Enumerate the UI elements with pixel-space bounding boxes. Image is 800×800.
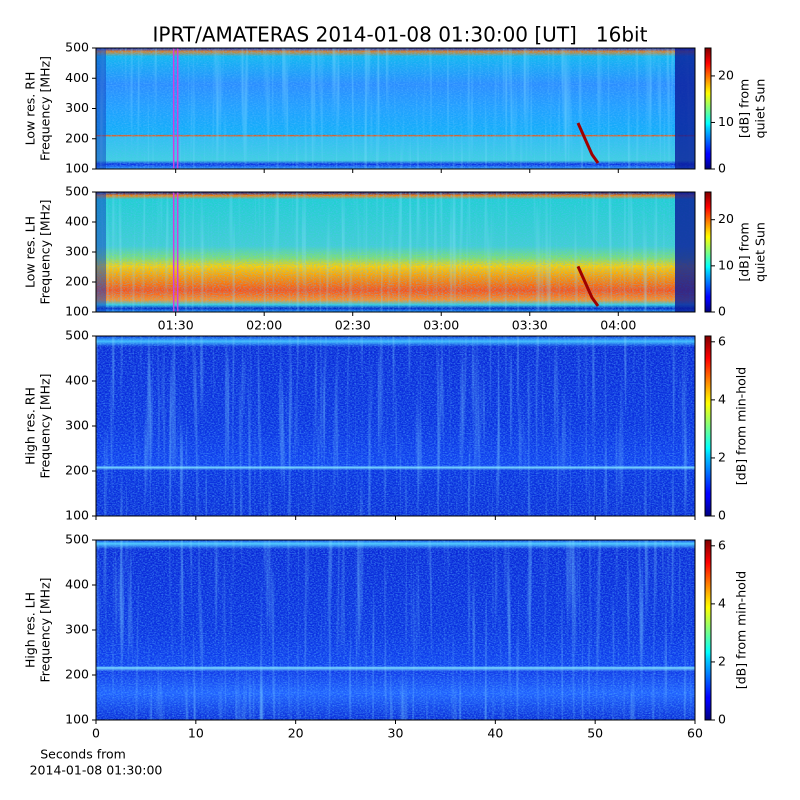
burst-drift <box>576 265 600 307</box>
colorbar <box>704 539 712 721</box>
panel: 100 200 300 400 500 High res. RH Frequency [MH… <box>23 328 749 523</box>
spectrogram-noise <box>96 48 695 169</box>
x-tick-label: 02:00 <box>246 318 282 333</box>
y-tick-label: 300 <box>65 418 89 433</box>
burst-drift <box>576 122 600 164</box>
x-tick-label: 01:30 <box>158 318 194 333</box>
y-tick-label: 100 <box>65 304 89 319</box>
edge-band <box>96 48 106 169</box>
colorbar-label: [dB] from min-hold <box>734 367 749 485</box>
colorbar-tick-label: 2 <box>718 653 726 668</box>
y-tick-label: 300 <box>65 622 89 637</box>
y-tick-label: 100 <box>65 508 89 523</box>
colorbar-tick-label: 4 <box>718 391 726 406</box>
y-tick-label: 500 <box>65 532 89 547</box>
colorbar-tick-label: 10 <box>718 114 734 129</box>
colorbar-tick-label: 2 <box>718 449 726 464</box>
x-tick-label: 0 <box>92 726 100 741</box>
y-tick-label: 200 <box>65 667 89 682</box>
y-tick-label: 200 <box>65 130 89 145</box>
edge-band <box>96 192 106 312</box>
colorbar-label: quiet Sun <box>753 79 768 139</box>
colorbar-tick-label: 0 <box>718 304 726 319</box>
y-tick-label: 500 <box>65 184 89 199</box>
y-tick-label: 100 <box>65 712 89 727</box>
spectrogram-noise <box>96 336 695 516</box>
y-tick-label: 100 <box>65 161 89 176</box>
y-tick-label: 400 <box>65 214 89 229</box>
x-tick-label: 40 <box>487 726 503 741</box>
y-tick-label: 200 <box>65 274 89 289</box>
colorbar-tick-label: 0 <box>718 508 726 523</box>
y-axis-label: High res. RH <box>23 387 38 465</box>
colorbar-tick-label: 6 <box>718 333 726 348</box>
colorbar-tick-label: 6 <box>718 537 726 552</box>
colorbar-label: quiet Sun <box>753 222 768 282</box>
edge-band <box>675 192 695 312</box>
colorbar-tick-label: 20 <box>718 67 734 82</box>
x-tick-label: 60 <box>687 726 703 741</box>
colorbar-label: [dB] from <box>737 222 752 281</box>
y-tick-label: 200 <box>65 463 89 478</box>
colorbar <box>704 191 712 313</box>
y-axis-label: Low res. LH <box>23 216 38 288</box>
y-axis-label: Low res. RH <box>23 72 38 146</box>
colorbar-tick-label: 10 <box>718 257 734 272</box>
colorbar <box>704 335 712 517</box>
x-tick-label: 02:30 <box>335 318 371 333</box>
spectrogram-noise <box>96 192 695 312</box>
y-axis-label: Frequency [MHz] <box>38 199 53 304</box>
y-tick-label: 300 <box>65 100 89 115</box>
colorbar-label: [dB] from min-hold <box>734 571 749 689</box>
colorbar-tick-label: 0 <box>718 712 726 727</box>
y-axis-label: Frequency [MHz] <box>38 56 53 161</box>
x-tick-label: 10 <box>188 726 204 741</box>
chart-title: IPRT/AMATERAS 2014-01-08 01:30:00 [UT] 1… <box>153 23 648 47</box>
y-tick-label: 400 <box>65 70 89 85</box>
y-tick-label: 400 <box>65 577 89 592</box>
y-axis-label: High res. LH <box>23 592 38 668</box>
x-tick-label: 20 <box>288 726 304 741</box>
x-axis-label: 2014-01-08 01:30:00 <box>30 763 163 778</box>
x-tick-label: 30 <box>388 726 404 741</box>
y-tick-label: 500 <box>65 40 89 55</box>
colorbar <box>704 47 712 170</box>
colorbar-tick-label: 4 <box>718 595 726 610</box>
y-tick-label: 400 <box>65 373 89 388</box>
y-axis-label: Frequency [MHz] <box>38 373 53 478</box>
y-tick-label: 300 <box>65 244 89 259</box>
colorbar-tick-label: 0 <box>718 161 726 176</box>
x-tick-label: 50 <box>587 726 603 741</box>
x-tick-label: 03:00 <box>423 318 459 333</box>
spectrogram-noise <box>96 540 695 720</box>
x-tick-label: 03:30 <box>512 318 548 333</box>
y-tick-label: 500 <box>65 328 89 343</box>
edge-band <box>675 48 695 169</box>
colorbar-tick-label: 20 <box>718 211 734 226</box>
colorbar-label: [dB] from <box>737 79 752 138</box>
x-tick-label: 04:00 <box>600 318 636 333</box>
x-axis-label: Seconds from <box>40 747 126 762</box>
y-axis-label: Frequency [MHz] <box>38 577 53 682</box>
